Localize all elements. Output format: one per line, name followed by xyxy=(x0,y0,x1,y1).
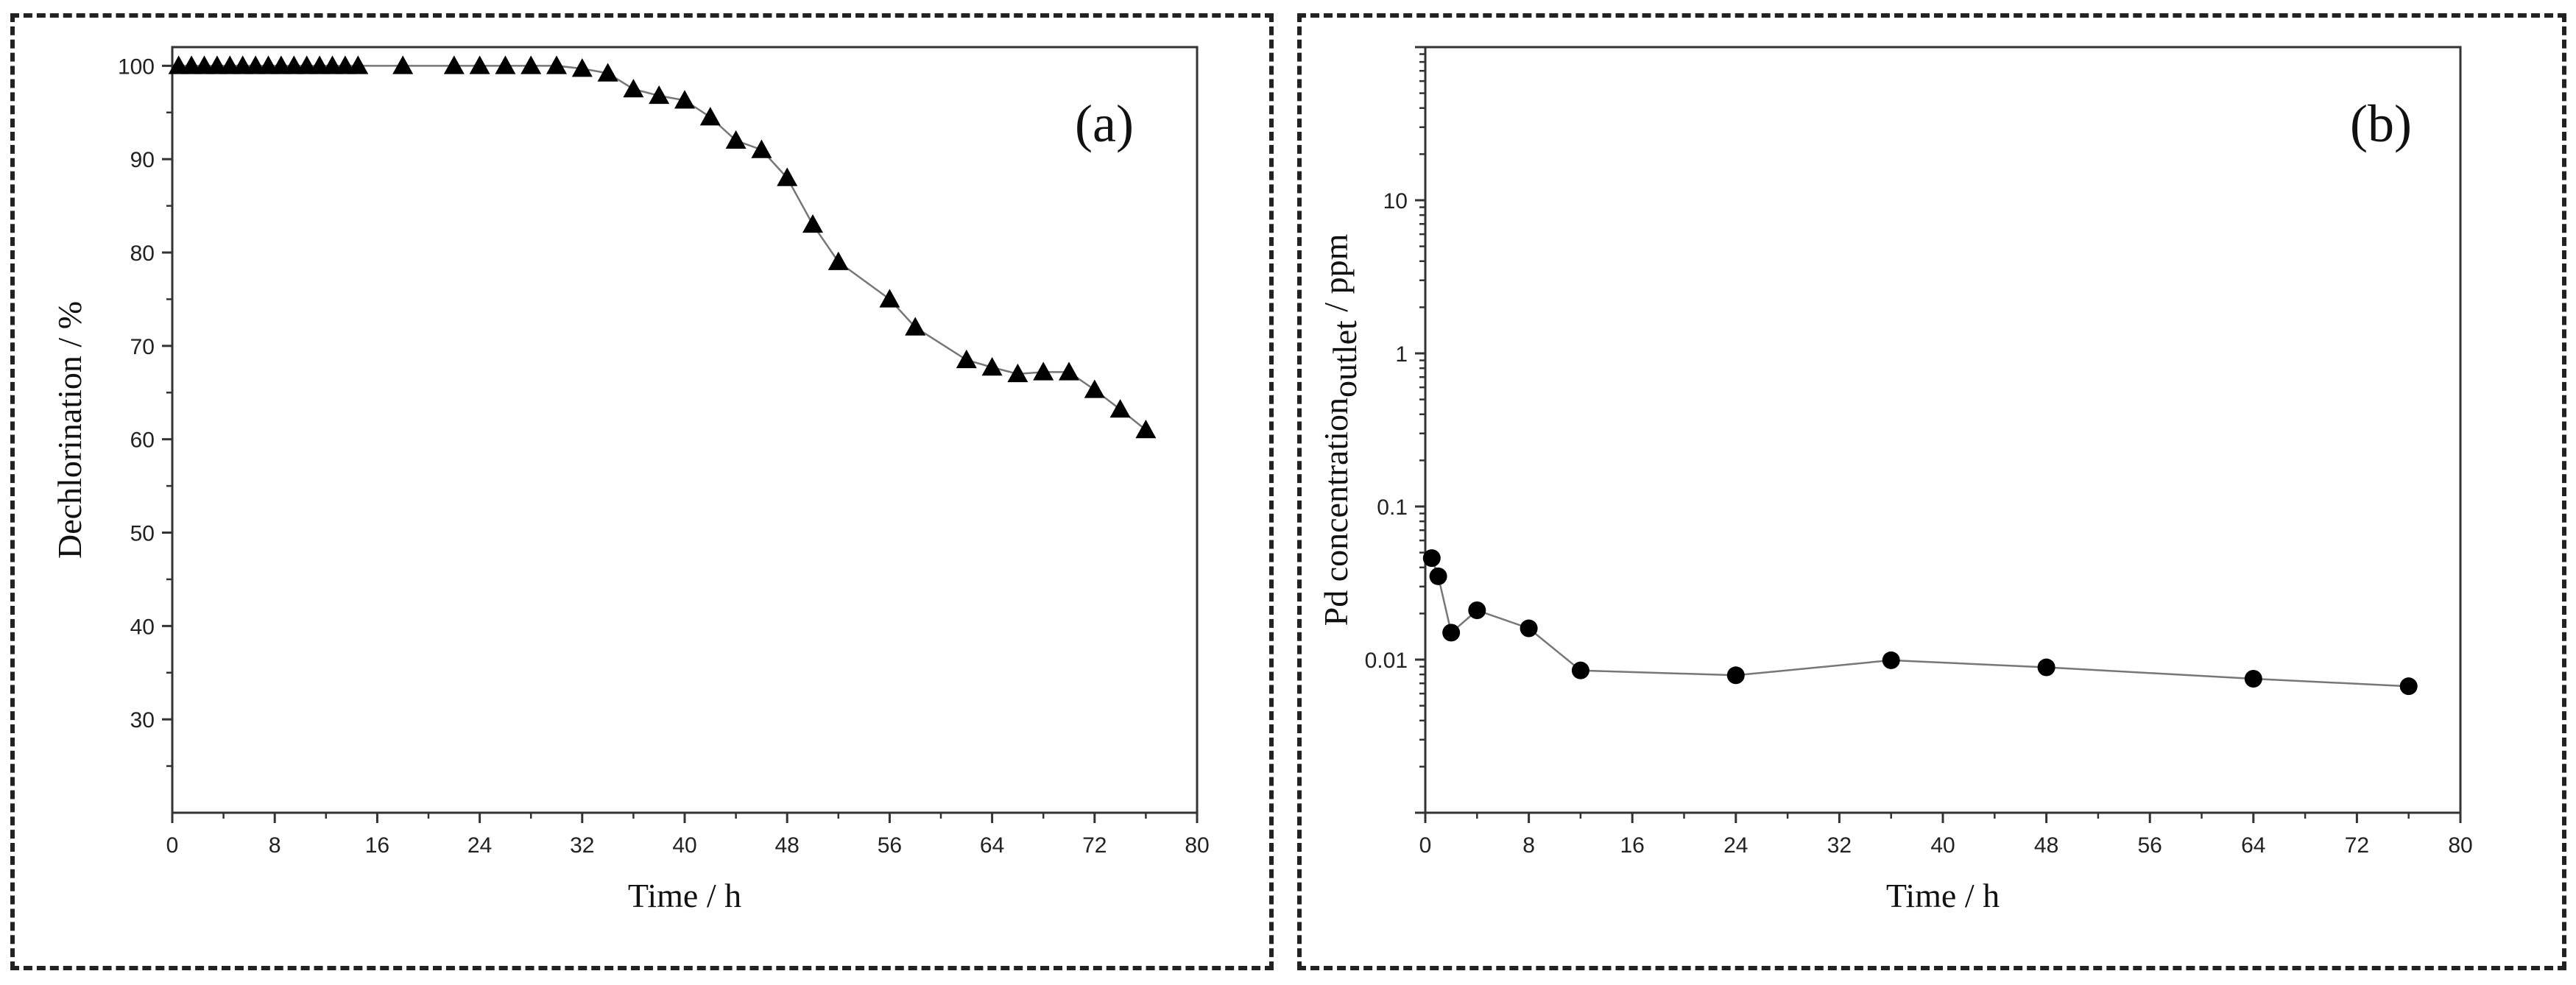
x-tick-label: 48 xyxy=(775,833,800,858)
x-tick-label: 56 xyxy=(878,833,902,858)
x-tick-label: 80 xyxy=(1185,833,1209,858)
y-axis-title-b-subscript: outlet xyxy=(1326,320,1363,398)
x-tick-label: 0 xyxy=(1419,833,1432,858)
tick-labels-b: 0 8 16 24 32 40 48 56 64 72 80 0.01 0.1 1 10 xyxy=(1365,189,2473,858)
data-point xyxy=(649,85,670,105)
x-axis-title-b: Time / h xyxy=(1886,877,2000,914)
x-tick-label: 72 xyxy=(2345,833,2369,858)
data-point xyxy=(392,55,414,74)
x-tick-label: 8 xyxy=(269,833,281,858)
data-point xyxy=(751,139,772,158)
y-tick-label: 70 xyxy=(130,335,155,359)
data-point xyxy=(981,357,1003,376)
data-markers-a xyxy=(168,55,1157,439)
x-tick-label: 16 xyxy=(1620,833,1645,858)
y-tick-label: 40 xyxy=(130,615,155,639)
data-point xyxy=(1059,361,1079,381)
data-point xyxy=(347,55,369,74)
data-point xyxy=(956,349,977,369)
panel-label-b: (b) xyxy=(2350,94,2412,153)
data-point xyxy=(2244,669,2262,688)
y-axis-title-b-main: Pd concentration xyxy=(1317,398,1355,626)
y-tick-label: 90 xyxy=(130,148,155,172)
data-point xyxy=(828,251,849,270)
tick-labels-a: 0 8 16 24 32 40 48 56 64 72 80 30 40 50 60 70 80 90 100 xyxy=(118,54,1210,858)
data-point xyxy=(699,107,721,126)
data-point xyxy=(1442,624,1461,642)
x-tick-label: 24 xyxy=(1723,833,1748,858)
data-point xyxy=(905,317,926,336)
x-axis-title-a: Time / h xyxy=(628,877,741,914)
y-tick-label: 50 xyxy=(130,522,155,546)
y-axis-title-a: Dechlorination / % xyxy=(51,301,88,559)
x-tick-label: 64 xyxy=(2241,833,2265,858)
x-tick-label: 16 xyxy=(365,833,389,858)
x-tick-label: 32 xyxy=(1827,833,1852,858)
data-point xyxy=(1468,601,1486,619)
data-point xyxy=(1007,363,1028,383)
x-tick-label: 8 xyxy=(1522,833,1535,858)
plot-area-a xyxy=(171,46,1199,814)
y-tick-label: 30 xyxy=(130,708,155,732)
x-tick-label: 32 xyxy=(570,833,594,858)
panel-a-frame xyxy=(10,13,1274,970)
y-tick-label: 100 xyxy=(118,54,155,79)
y-tick-label: 0.01 xyxy=(1365,649,1408,673)
data-point xyxy=(1726,666,1745,685)
data-point xyxy=(521,55,542,74)
data-point xyxy=(1109,399,1131,418)
data-point xyxy=(495,55,516,74)
panel-b-frame xyxy=(1297,13,2566,970)
data-point xyxy=(879,289,900,308)
axis-ticks-b xyxy=(1415,46,2462,823)
data-point xyxy=(443,55,465,74)
data-point xyxy=(1882,651,1900,669)
data-point xyxy=(1429,567,1447,585)
x-tick-label: 40 xyxy=(1930,833,1955,858)
data-point xyxy=(1571,661,1589,679)
x-tick-label: 72 xyxy=(1082,833,1107,858)
x-tick-label: 56 xyxy=(2138,833,2162,858)
axis-ticks-a xyxy=(162,64,1199,823)
y-tick-label: 10 xyxy=(1383,189,1408,213)
chart-panel-a: 0 8 16 24 32 40 48 56 64 72 80 30 40 50 60 70 80 90 100 Ti… xyxy=(51,46,1210,914)
data-point xyxy=(623,79,644,98)
data-point xyxy=(1033,361,1054,381)
y-tick-label: 60 xyxy=(130,428,155,453)
data-point xyxy=(1422,549,1441,568)
x-tick-label: 64 xyxy=(980,833,1004,858)
x-tick-label: 80 xyxy=(2448,833,2472,858)
data-markers-b xyxy=(1422,549,2418,696)
data-point xyxy=(2399,677,2418,696)
x-tick-label: 24 xyxy=(467,833,492,858)
data-point xyxy=(571,58,593,77)
panel-label-a: (a) xyxy=(1075,94,1134,153)
data-point xyxy=(777,167,798,186)
data-point xyxy=(469,55,490,74)
x-tick-label: 40 xyxy=(672,833,696,858)
plot-area-b xyxy=(1424,46,2462,814)
data-point xyxy=(2037,658,2055,677)
data-point xyxy=(546,55,567,74)
data-point xyxy=(674,90,695,109)
data-point xyxy=(1135,420,1157,439)
data-point xyxy=(802,213,823,233)
y-tick-label: 0.1 xyxy=(1377,495,1408,520)
y-axis-title-b: Pd concentrationoutlet / ppm xyxy=(1317,233,1363,626)
data-point xyxy=(597,63,618,82)
data-point xyxy=(1084,379,1105,398)
x-tick-label: 48 xyxy=(2034,833,2058,858)
data-point xyxy=(1520,619,1538,638)
y-tick-label: 80 xyxy=(130,241,155,266)
y-axis-title-b-unit: / ppm xyxy=(1317,233,1355,320)
data-point xyxy=(725,130,747,149)
y-tick-label: 1 xyxy=(1395,342,1408,367)
x-tick-label: 0 xyxy=(166,833,179,858)
